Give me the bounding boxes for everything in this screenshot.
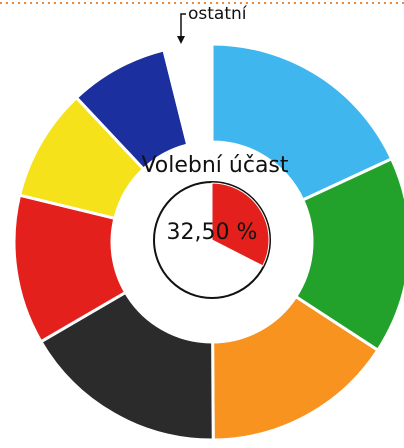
label-arrow	[177, 36, 185, 44]
donut-segment	[38, 290, 215, 442]
donut-segment	[211, 294, 380, 442]
inner-title: Volební účast	[141, 153, 288, 178]
donut-segment	[162, 42, 214, 147]
donut-segment	[293, 156, 404, 353]
category-label: ostatní	[188, 4, 248, 24]
donut-segment	[210, 42, 394, 202]
label-leader	[180, 13, 186, 40]
pie-wedge	[211, 182, 270, 267]
inner-pie	[211, 182, 270, 267]
value-label: 32,50 %	[167, 220, 258, 245]
donut	[12, 42, 404, 442]
